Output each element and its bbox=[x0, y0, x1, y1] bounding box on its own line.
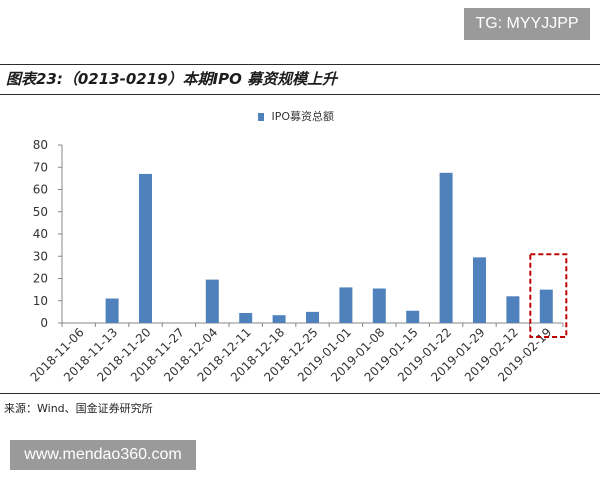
bar bbox=[272, 315, 286, 323]
bar bbox=[239, 312, 253, 323]
legend-label: IPO募资总额 bbox=[271, 110, 335, 123]
y-tick-label: 60 bbox=[33, 183, 48, 197]
figure-title: 图表23:（0213-0219）本期IPO 募资规模上升 bbox=[6, 70, 338, 88]
chart-legend: IPO募资总额 bbox=[258, 108, 334, 124]
watermark-bottom: www.mendao360.com bbox=[10, 440, 196, 470]
bar-chart: 010203040506070802018-11-062018-11-13201… bbox=[28, 138, 568, 384]
bar bbox=[439, 172, 453, 323]
bar bbox=[406, 310, 420, 323]
title-bottom-rule bbox=[0, 94, 600, 95]
bar bbox=[339, 287, 353, 323]
y-tick-label: 0 bbox=[40, 316, 48, 330]
y-tick-label: 50 bbox=[33, 205, 48, 219]
y-tick-label: 70 bbox=[33, 160, 48, 174]
bar bbox=[105, 298, 119, 323]
source-note: 来源：Wind、国金证券研究所 bbox=[4, 402, 153, 415]
bar bbox=[139, 173, 152, 323]
footer-rule bbox=[0, 393, 600, 394]
y-tick-label: 10 bbox=[33, 294, 48, 308]
bar bbox=[205, 279, 219, 323]
watermark-top: TG: MYYJJPP bbox=[464, 8, 590, 40]
y-tick-label: 40 bbox=[33, 227, 48, 241]
y-tick-label: 30 bbox=[33, 249, 48, 263]
highlight-box bbox=[529, 253, 568, 338]
y-tick-label: 20 bbox=[33, 272, 48, 286]
legend-swatch bbox=[258, 113, 264, 121]
bar bbox=[506, 296, 520, 323]
bar bbox=[306, 311, 319, 323]
y-tick-label: 80 bbox=[33, 138, 48, 152]
bar bbox=[372, 288, 386, 323]
title-top-rule bbox=[0, 64, 600, 65]
bar bbox=[473, 257, 486, 323]
bar bbox=[539, 289, 553, 323]
